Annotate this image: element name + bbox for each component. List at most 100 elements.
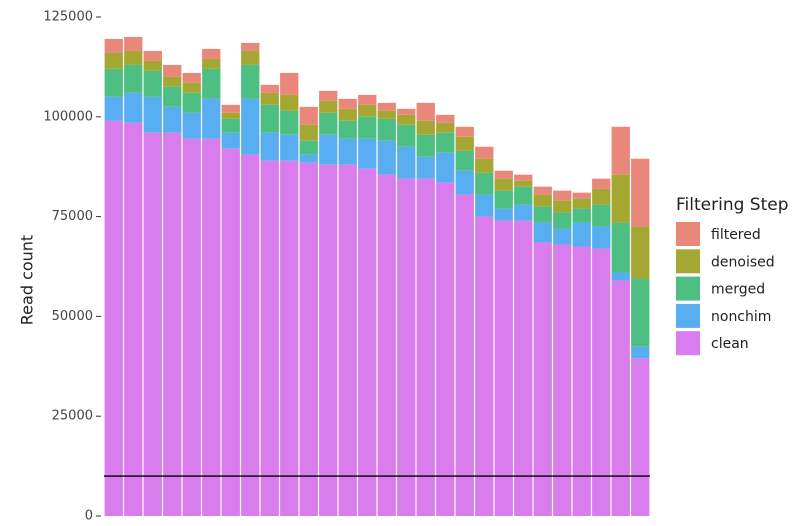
legend-key [676,222,700,246]
bar-segment [280,94,299,111]
bar-segment [592,178,611,189]
bar-segment [397,108,416,115]
bar-segment [338,138,357,165]
bar-segment [221,148,240,516]
bar-segment [299,154,318,163]
bar-segment [143,60,162,71]
bar-segment [221,132,240,149]
bar-segment [475,216,494,516]
bar-segment [163,86,182,107]
bar-segment [475,172,494,195]
bar-segment [475,194,494,217]
bar-segment [104,68,123,97]
bar-segment [377,140,396,175]
bar-segment [319,90,338,101]
bar-segment [124,122,143,517]
bar-segment [631,346,650,359]
bar-segment [358,168,377,517]
legend-key [676,303,700,328]
legend-label: filtered [711,227,761,243]
bar-segment [143,96,162,133]
bar-segment [163,132,182,516]
bar-segment [572,208,591,223]
bar-segment [611,174,630,223]
bar-segment [455,150,474,171]
y-tick-label: 125000 [43,10,93,25]
legend-title: Filtering Step [676,195,789,215]
bar-segment [436,182,455,516]
y-tick-label: 50000 [52,309,93,324]
bar-segment [494,178,513,191]
bar-segment [260,84,279,93]
legend-label: merged [711,282,765,298]
bar-segment [494,170,513,179]
bar-segment [611,126,630,175]
bar-segment [553,200,572,213]
bar-segment [202,48,221,59]
bar-segment [553,244,572,516]
bar-segment [377,174,396,516]
y-tick-label: 25000 [52,409,93,424]
bar-segment [358,104,377,117]
bar-segment [221,104,240,113]
bar-segment [241,50,260,65]
y-tick-label: 100000 [43,109,93,124]
bar-segment [475,146,494,159]
bar-segment [143,132,162,516]
bar-segment [514,220,533,517]
bar-segment [397,178,416,516]
bar-segment [533,206,552,223]
bar-segment [241,154,260,516]
bar-segment [592,226,611,249]
bar-segment [124,50,143,65]
bar-segment [182,138,201,517]
bar-segment [319,134,338,165]
bar-segment [182,92,201,113]
legend-key [676,331,700,356]
bar-segment [104,52,123,69]
bar-segment [455,126,474,137]
bar-segment [533,222,552,243]
bar-segment [163,76,182,87]
bar-segment [572,198,591,209]
bar-segment [572,246,591,517]
bar-segment [436,122,455,133]
bar-segment [358,94,377,105]
bar-segment [494,220,513,517]
bar-segment [202,58,221,69]
bar-segment [631,278,650,347]
bar-segment [202,98,221,139]
legend-label: nonchim [711,309,771,325]
bar-segment [280,72,299,95]
bar-segment [221,112,240,119]
bar-segment [592,188,611,205]
bar-segment [182,82,201,93]
bar-segment [514,204,533,221]
bar-segment [280,134,299,161]
bar-segment [280,110,299,135]
bar-segment [514,180,533,187]
bar-segment [533,242,552,516]
bar-segment [338,164,357,517]
bar-segment [592,204,611,227]
bar-segment [631,158,650,227]
bar-segment [416,134,435,157]
bar-segment [611,272,630,281]
bar-segment [592,248,611,516]
bar-segment [280,160,299,516]
bar-segment [377,102,396,111]
bar-segment [533,186,552,195]
bar-segment [416,156,435,179]
bar-segment [319,100,338,113]
bar-segment [572,192,591,199]
bar-segment [104,96,123,121]
legend-key [676,249,700,274]
bar-segment [338,108,357,121]
bar-segment [299,162,318,516]
y-axis-label: Read count [18,235,37,325]
bar-segment [416,178,435,516]
bar-segment [338,98,357,109]
bar-segment [358,116,377,139]
bar-segment [104,120,123,517]
bar-segment [260,104,279,133]
